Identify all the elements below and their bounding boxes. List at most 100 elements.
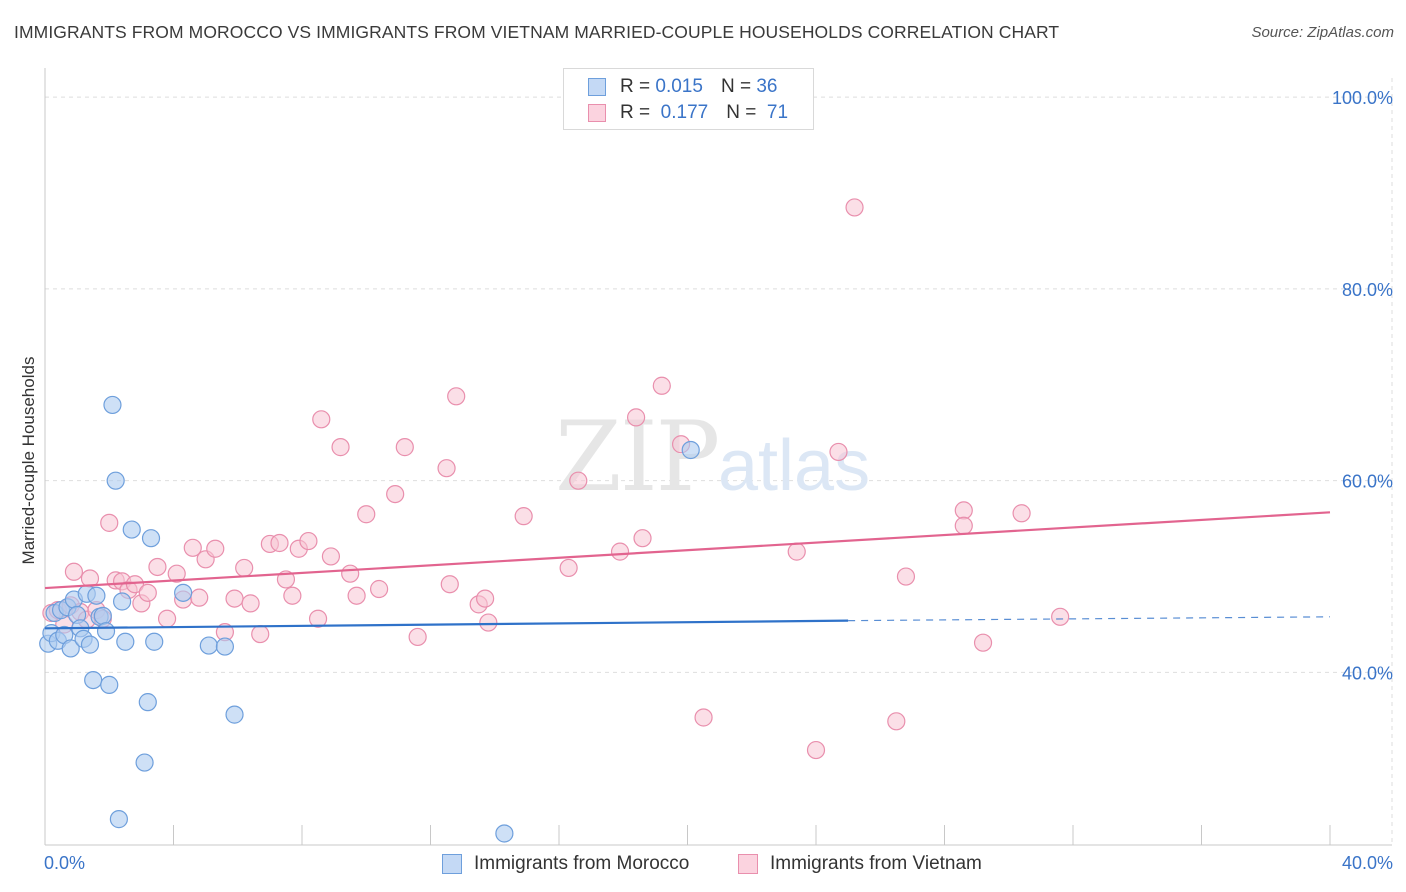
vietnam-point <box>312 410 331 429</box>
vietnam-point <box>395 438 414 457</box>
vietnam-point <box>370 579 389 599</box>
vietnam-point <box>896 567 916 586</box>
y-tick-label: 60.0% <box>1342 472 1393 492</box>
r-label: R = <box>620 102 651 123</box>
vietnam-point <box>440 575 459 594</box>
morocco-point <box>215 637 234 656</box>
vietnam-point <box>787 542 806 561</box>
vietnam-point <box>64 562 84 581</box>
morocco-trend-line <box>44 619 849 630</box>
vietnam-point <box>633 529 652 548</box>
source-label: Source: ZipAtlas.com <box>1251 24 1394 41</box>
morocco-point <box>61 639 80 658</box>
morocco-point <box>225 705 244 724</box>
vietnam-point <box>447 387 466 406</box>
morocco-point <box>122 520 141 539</box>
morocco-point <box>174 583 193 602</box>
morocco-point <box>135 753 154 772</box>
vietnam-point <box>241 594 260 613</box>
x-tick-label: 40.0% <box>1342 853 1393 873</box>
vietnam-point <box>954 516 973 535</box>
morocco-point <box>112 592 132 611</box>
vietnam-point <box>357 505 376 524</box>
vietnam-point <box>167 564 186 583</box>
vietnam-point <box>235 558 254 578</box>
vietnam-point <box>806 740 826 760</box>
vietnam-point <box>954 501 973 520</box>
vietnam-point <box>206 539 225 558</box>
y-tick-label: 40.0% <box>1342 663 1393 683</box>
vietnam-point <box>652 376 671 395</box>
vietnam-point <box>190 588 209 607</box>
vietnam-point <box>386 484 405 504</box>
vietnam-point <box>610 542 630 561</box>
legend-label-vietnam: Immigrants from Vietnam <box>770 853 982 874</box>
y-tick-label: 80.0% <box>1342 280 1393 300</box>
vietnam-point <box>887 712 906 731</box>
vietnam-point <box>694 708 713 727</box>
morocco-point <box>106 471 125 490</box>
morocco-point <box>84 670 103 690</box>
vietnam-point <box>148 557 167 577</box>
morocco-point <box>138 693 157 712</box>
vietnam-point <box>437 459 456 478</box>
stats-legend-row-vietnam: R = 0.177 N = 71 <box>588 101 788 125</box>
vietnam-point <box>321 547 341 566</box>
vietnam-point <box>514 507 533 526</box>
n-label: N = <box>726 102 757 123</box>
vietnam-point <box>183 538 202 557</box>
y-axis-label: Married-couple Households <box>19 357 38 565</box>
vietnam-point <box>408 627 427 647</box>
morocco-legend-swatch <box>442 854 462 874</box>
morocco-point <box>199 636 218 655</box>
vietnam-point <box>138 583 157 602</box>
vietnam-point <box>100 513 119 532</box>
vietnam-point <box>845 198 864 217</box>
vietnam-point <box>251 624 270 644</box>
vietnam-point <box>559 558 578 578</box>
morocco-point <box>116 632 135 651</box>
vietnam-point <box>283 586 302 605</box>
stats-legend-row-morocco: R = 0.015 N = 36 <box>588 75 777 99</box>
morocco-point <box>103 395 122 415</box>
vietnam-point <box>829 442 848 462</box>
stats-legend: R = 0.015 N = 36 R = 0.177 N = 71 <box>563 68 814 130</box>
r-label: R = <box>620 76 651 97</box>
vietnam-point <box>157 609 177 628</box>
morocco-point <box>100 675 119 694</box>
vietnam-legend-swatch <box>738 854 758 874</box>
vietnam-trend-line <box>44 511 1331 590</box>
vietnam-point <box>299 531 318 551</box>
x-tick-label: 0.0% <box>44 853 85 873</box>
morocco-point <box>87 586 106 605</box>
r-value: 0.015 <box>655 76 703 97</box>
vietnam-swatch <box>588 104 606 122</box>
n-value: 36 <box>756 76 778 97</box>
chart-title: IMMIGRANTS FROM MOROCCO VS IMMIGRANTS FR… <box>14 22 1060 42</box>
n-value: 71 <box>766 102 789 123</box>
morocco-point <box>93 606 112 625</box>
n-label: N = <box>720 76 752 97</box>
vietnam-point <box>476 589 495 608</box>
r-value: 0.177 <box>660 102 709 123</box>
morocco-point <box>109 810 128 829</box>
vietnam-point <box>1012 504 1031 523</box>
vietnam-point <box>626 408 646 427</box>
vietnam-point <box>308 609 328 628</box>
morocco-point <box>96 622 116 641</box>
morocco-swatch <box>588 78 606 96</box>
morocco-point <box>681 440 700 460</box>
legend-item-morocco: Immigrants from Morocco <box>442 851 689 877</box>
vietnam-point <box>341 564 360 583</box>
morocco-point <box>80 635 100 654</box>
vietnam-point <box>479 613 498 632</box>
vietnam-point <box>347 586 366 605</box>
vietnam-point <box>1051 607 1070 626</box>
legend-label-morocco: Immigrants from Morocco <box>474 853 690 874</box>
watermark-atlas: atlas <box>718 426 870 506</box>
vietnam-point <box>270 533 289 553</box>
morocco-trend-extension <box>848 616 1331 622</box>
vietnam-point <box>569 471 588 490</box>
vietnam-point <box>973 633 993 652</box>
